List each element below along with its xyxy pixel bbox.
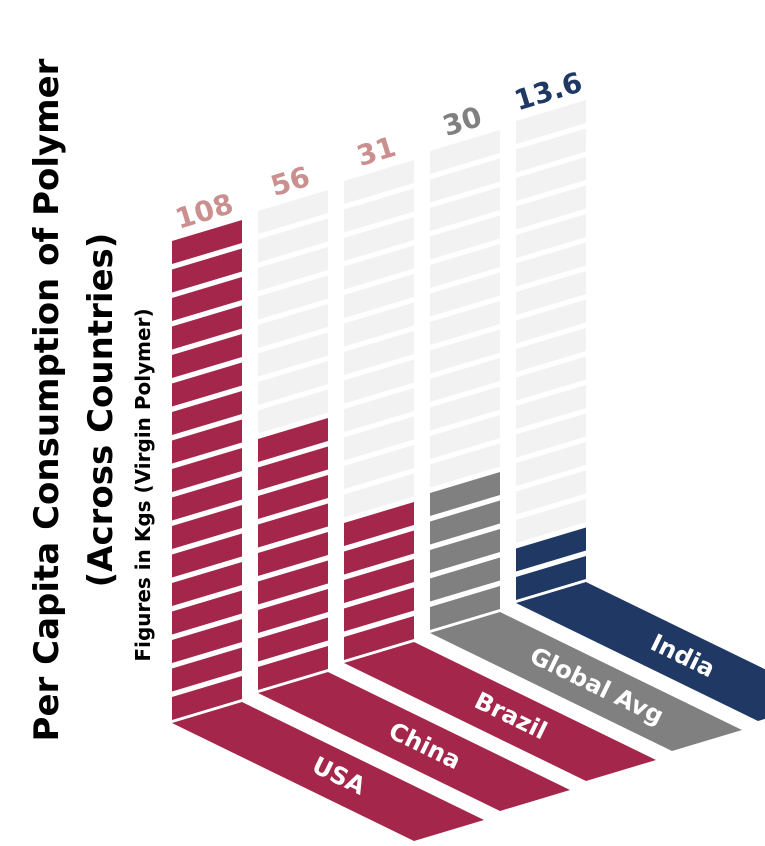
bar-background-segment xyxy=(516,442,586,486)
bar-background-segment xyxy=(430,358,500,402)
bar-background-segment xyxy=(430,329,500,374)
bar-background-segment xyxy=(258,275,328,320)
bar-segment xyxy=(172,676,242,720)
bar-background-segment xyxy=(430,158,500,203)
bar-segment xyxy=(172,619,242,663)
category-strip xyxy=(258,672,570,811)
bar-background-segment xyxy=(516,299,586,344)
bar-segment xyxy=(258,560,328,605)
bar-background-segment xyxy=(258,218,328,263)
bar-background-segment xyxy=(516,128,586,173)
bar-segment xyxy=(430,529,500,573)
bar-segment xyxy=(172,647,242,692)
category-strip xyxy=(172,702,484,841)
bar-segment xyxy=(172,334,242,378)
bar-background-segment xyxy=(430,187,500,231)
bar-segment xyxy=(516,556,586,600)
bar-background-segment xyxy=(516,271,586,315)
bar-background-segment xyxy=(516,157,586,201)
bar-segment xyxy=(344,502,414,546)
bar-segment xyxy=(430,500,500,545)
bar-segment xyxy=(172,362,242,407)
bar-segment xyxy=(172,476,242,521)
bar-background-segment xyxy=(516,385,586,429)
bar-background-segment xyxy=(258,389,328,434)
bar-background-segment xyxy=(344,274,414,318)
bar-segment xyxy=(172,305,242,350)
bar-background-segment xyxy=(344,416,414,461)
bar-segment xyxy=(258,532,328,576)
bar-segment xyxy=(430,586,500,630)
bar-segment xyxy=(258,589,328,633)
bar-segment xyxy=(430,472,500,516)
bar-segment xyxy=(172,248,242,293)
bar-segment xyxy=(516,527,586,572)
bar-background-segment xyxy=(516,100,586,144)
bar-segment xyxy=(344,559,414,603)
bar-background-segment xyxy=(258,247,328,291)
bar-segment xyxy=(344,587,414,632)
bar-background-segment xyxy=(258,361,328,405)
bar-background-segment xyxy=(516,413,586,458)
bar-background-segment xyxy=(516,242,586,287)
bar-background-segment xyxy=(516,499,586,543)
bar-segment xyxy=(258,646,328,690)
bar-background-segment xyxy=(344,245,414,290)
bar-background-segment xyxy=(344,188,414,233)
bar-segment xyxy=(430,557,500,602)
bar-segment xyxy=(258,418,328,462)
bar-background-segment xyxy=(344,160,414,204)
bar-segment xyxy=(344,530,414,575)
bar-segment xyxy=(172,391,242,435)
bar-segment xyxy=(258,475,328,519)
bar-background-segment xyxy=(516,185,586,230)
bar-segment xyxy=(172,277,242,321)
bar-background-segment xyxy=(344,331,414,375)
bar-segment xyxy=(258,446,328,491)
category-strip xyxy=(344,642,656,781)
bar-background-segment xyxy=(516,214,586,258)
bar-background-segment xyxy=(344,445,414,489)
bar-background-segment xyxy=(430,272,500,317)
bar-background-segment xyxy=(430,415,500,459)
category-strip xyxy=(516,582,765,721)
bar-background-segment xyxy=(344,359,414,404)
bar-segment xyxy=(172,505,242,549)
bar-segment xyxy=(172,448,242,492)
bar-background-segment xyxy=(258,190,328,234)
bar-background-segment xyxy=(516,470,586,515)
bar-background-segment xyxy=(344,388,414,432)
bar-background-segment xyxy=(430,244,500,288)
bar-segment xyxy=(172,220,242,264)
bar-background-segment xyxy=(430,386,500,431)
y-axis-label: Figures in Kgs (Virgin Polymer) xyxy=(131,308,155,661)
bar-segment xyxy=(258,617,328,662)
bar-segment xyxy=(172,562,242,606)
bar-background-segment xyxy=(430,443,500,488)
bar-segment xyxy=(172,419,242,464)
bar-segment xyxy=(172,590,242,635)
chart-title: Per Capita Consumption of Polymer xyxy=(27,58,67,741)
bar-background-segment xyxy=(516,356,586,401)
bar-background-segment xyxy=(258,332,328,377)
bar-background-segment xyxy=(344,217,414,261)
category-strip xyxy=(430,612,742,751)
bar-segment xyxy=(344,616,414,660)
bar-segment xyxy=(172,533,242,578)
bar-background-segment xyxy=(516,328,586,372)
bar-background-segment xyxy=(430,301,500,345)
bar-background-segment xyxy=(430,215,500,260)
bar-background-segment xyxy=(258,304,328,348)
bar-background-segment xyxy=(430,130,500,174)
chart-subtitle: (Across Countries) xyxy=(81,233,121,588)
bar-background-segment xyxy=(344,302,414,347)
bar-background-segment xyxy=(344,473,414,518)
bar-segment xyxy=(258,503,328,548)
